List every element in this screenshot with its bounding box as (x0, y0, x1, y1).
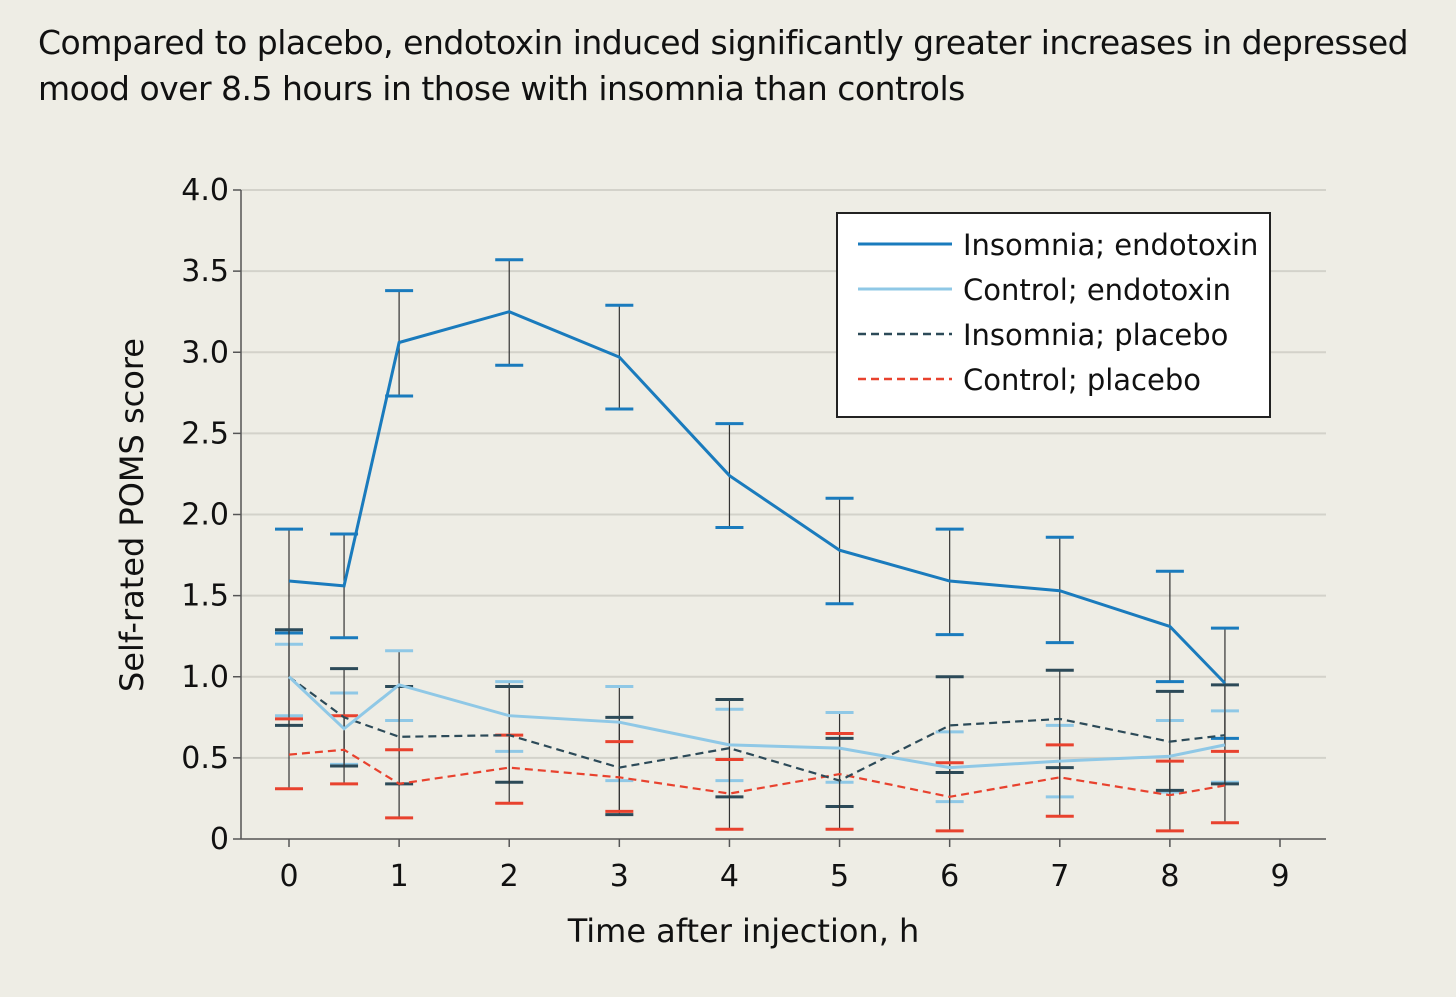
series-line-control-placebo (288, 748, 1226, 798)
legend-box (836, 212, 1271, 418)
chart-title: Compared to placebo, endotoxin induced s… (38, 23, 1409, 108)
y-tick-label: 2.0 (181, 498, 229, 533)
x-tick-label: 2 (500, 859, 519, 894)
y-axis-label: Self-rated POMS score (113, 338, 151, 692)
x-tick-label: 8 (1160, 859, 1179, 894)
y-tick-label: 0 (210, 822, 229, 857)
y-tick-label: 3.5 (181, 254, 229, 289)
x-tick-label: 6 (940, 859, 959, 894)
y-tick-label: 4.0 (181, 173, 229, 208)
series-line-control-endotoxin (287, 675, 1226, 770)
x-tick-label: 9 (1270, 859, 1289, 894)
x-tick-label: 4 (720, 859, 739, 894)
y-tick-label: 1.0 (181, 660, 229, 695)
series-line-insomnia-placebo (288, 675, 1226, 782)
x-axis-label: Time after injection, h (567, 912, 920, 950)
legend-label: Insomnia; placebo (963, 318, 1228, 352)
y-tick-label: 3.0 (181, 335, 229, 370)
x-tick-label: 0 (279, 859, 298, 894)
y-tick-label: 2.5 (181, 416, 229, 451)
legend-label: Control; placebo (963, 363, 1201, 397)
x-tick-label: 1 (390, 859, 409, 894)
x-tick-label: 5 (830, 859, 849, 894)
y-tick-label: 0.5 (181, 741, 229, 776)
legend-label: Control; endotoxin (963, 273, 1231, 307)
x-tick-label: 7 (1050, 859, 1069, 894)
x-tick-label: 3 (610, 859, 629, 894)
y-tick-label: 1.5 (181, 579, 229, 614)
legend-label: Insomnia; endotoxin (963, 228, 1258, 262)
